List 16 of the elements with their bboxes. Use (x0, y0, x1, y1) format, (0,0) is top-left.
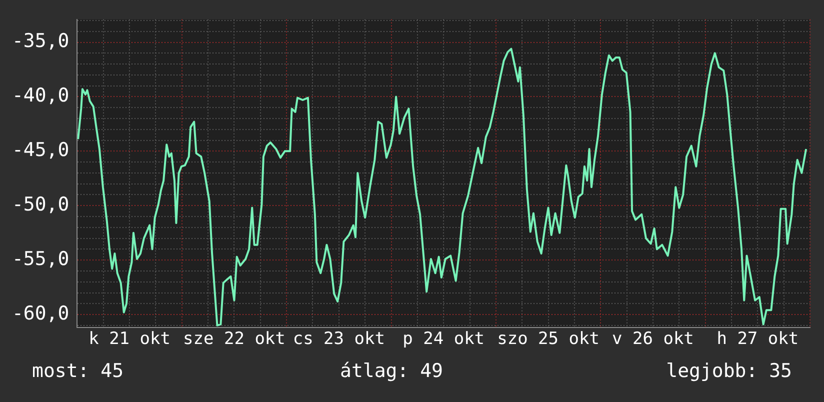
x-tick-label: k 21 okt (88, 329, 170, 350)
y-tick-label: -40,0 (12, 84, 70, 107)
text: legjobb: 35 (666, 360, 792, 382)
y-tick-label: -50,0 (12, 194, 70, 216)
x-tick-label: v 26 okt (612, 329, 694, 350)
y-tick-label: -35,0 (12, 30, 70, 52)
text: most: 45 (32, 360, 124, 382)
text: átlag: 49 (340, 360, 443, 382)
y-tick-label: -60,0 (12, 302, 70, 324)
x-tick-label: sze 22 okt (183, 329, 286, 350)
x-tick-label: cs 23 okt (292, 329, 385, 350)
x-tick-label: szo 25 okt (497, 329, 600, 350)
x-tick-label: h 27 okt (716, 329, 799, 350)
y-tick-label: -55,0 (12, 248, 70, 270)
x-tick-label: p 24 okt (402, 329, 485, 350)
y-tick-label: -45,0 (12, 139, 70, 162)
